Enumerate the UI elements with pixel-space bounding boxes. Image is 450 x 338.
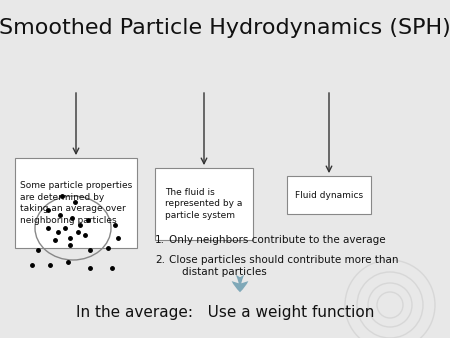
- Text: 2.: 2.: [155, 255, 165, 265]
- FancyBboxPatch shape: [287, 176, 371, 214]
- Text: Fluid dynamics: Fluid dynamics: [295, 191, 363, 199]
- Text: Close particles should contribute more than
    distant particles: Close particles should contribute more t…: [169, 255, 399, 276]
- Text: Some particle properties
are determined by
taking an average over
neighboring pa: Some particle properties are determined …: [20, 181, 132, 225]
- FancyBboxPatch shape: [155, 168, 253, 240]
- Text: Smoothed Particle Hydrodynamics (SPH): Smoothed Particle Hydrodynamics (SPH): [0, 18, 450, 38]
- Text: The fluid is
represented by a
particle system: The fluid is represented by a particle s…: [165, 188, 243, 220]
- Text: Only neighbors contribute to the average: Only neighbors contribute to the average: [169, 235, 386, 245]
- Text: 1.: 1.: [155, 235, 165, 245]
- Text: In the average:   Use a weight function: In the average: Use a weight function: [76, 305, 374, 319]
- FancyBboxPatch shape: [15, 158, 137, 248]
